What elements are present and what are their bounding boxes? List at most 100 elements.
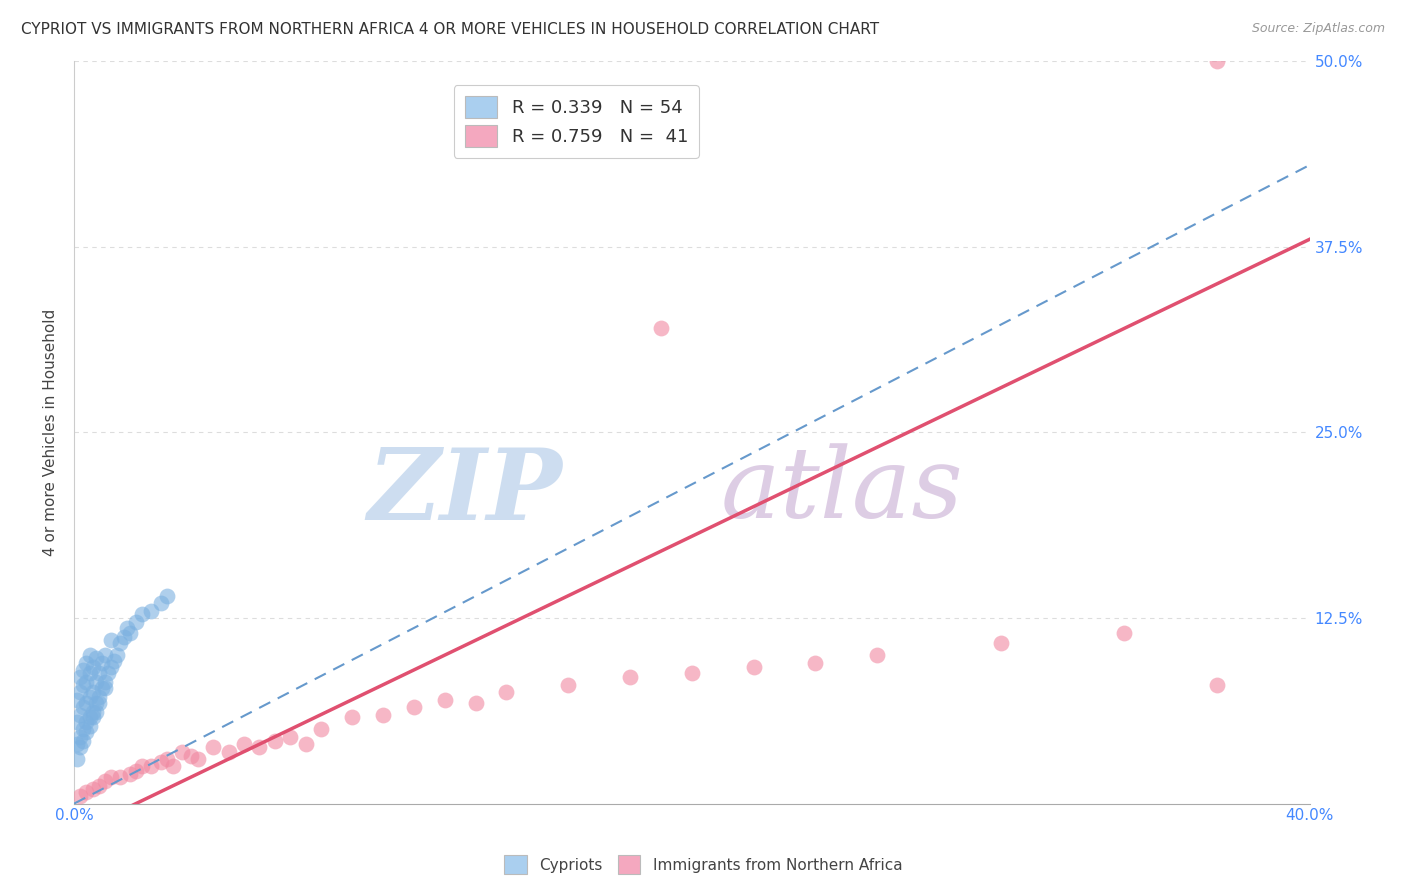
Point	[79, 665, 101, 680]
Legend: Cypriots, Immigrants from Northern Africa: Cypriots, Immigrants from Northern Afric…	[498, 849, 908, 880]
Point	[66, 714, 89, 729]
Point	[82, 705, 104, 719]
Point	[156, 752, 179, 766]
Point	[84, 705, 107, 719]
Point	[97, 665, 120, 680]
Point	[1205, 678, 1227, 692]
Point	[1205, 54, 1227, 69]
Point	[87, 779, 110, 793]
Point	[156, 589, 179, 603]
Point	[87, 665, 110, 680]
Point	[103, 654, 125, 668]
Point	[141, 604, 163, 618]
Point	[115, 621, 138, 635]
Point	[79, 710, 101, 724]
Point	[247, 740, 270, 755]
Point	[69, 670, 91, 684]
Point	[263, 734, 285, 748]
Y-axis label: 4 or more Vehicles in Household: 4 or more Vehicles in Household	[44, 309, 58, 556]
Point	[69, 740, 91, 755]
Point	[94, 774, 117, 789]
Point	[69, 730, 91, 744]
Text: Source: ZipAtlas.com: Source: ZipAtlas.com	[1251, 22, 1385, 36]
Legend: R = 0.339   N = 54, R = 0.759   N =  41: R = 0.339 N = 54, R = 0.759 N = 41	[454, 85, 699, 158]
Point	[72, 700, 94, 714]
Point	[82, 685, 104, 699]
Point	[162, 759, 184, 773]
Point	[84, 696, 107, 710]
Point	[433, 692, 456, 706]
Point	[294, 737, 316, 751]
Point	[110, 636, 132, 650]
Point	[202, 740, 225, 755]
Point	[82, 781, 104, 796]
Point	[87, 696, 110, 710]
Point	[69, 707, 91, 722]
Point	[742, 660, 765, 674]
Point	[804, 656, 827, 670]
Point	[82, 660, 104, 674]
Point	[233, 737, 256, 751]
Point	[557, 678, 579, 692]
Point	[75, 696, 97, 710]
Point	[149, 596, 172, 610]
Point	[990, 636, 1012, 650]
Point	[87, 690, 110, 704]
Point	[112, 630, 135, 644]
Point	[94, 648, 117, 662]
Point	[69, 685, 91, 699]
Point	[75, 725, 97, 739]
Point	[340, 710, 363, 724]
Point	[94, 681, 117, 695]
Point	[187, 752, 209, 766]
Text: CYPRIOT VS IMMIGRANTS FROM NORTHERN AFRICA 4 OR MORE VEHICLES IN HOUSEHOLD CORRE: CYPRIOT VS IMMIGRANTS FROM NORTHERN AFRI…	[21, 22, 879, 37]
Point	[69, 789, 91, 804]
Point	[278, 730, 301, 744]
Point	[72, 734, 94, 748]
Point	[110, 770, 132, 784]
Point	[118, 767, 141, 781]
Point	[619, 670, 641, 684]
Point	[94, 674, 117, 689]
Point	[866, 648, 889, 662]
Point	[75, 714, 97, 729]
Point	[66, 692, 89, 706]
Point	[402, 700, 425, 714]
Point	[72, 663, 94, 677]
Text: ZIP: ZIP	[367, 443, 562, 540]
Point	[131, 607, 153, 621]
Point	[100, 660, 122, 674]
Point	[79, 690, 101, 704]
Point	[105, 648, 128, 662]
Point	[1114, 625, 1136, 640]
Point	[90, 656, 112, 670]
Point	[371, 707, 394, 722]
Point	[309, 723, 332, 737]
Point	[125, 615, 148, 630]
Point	[218, 745, 240, 759]
Point	[464, 696, 486, 710]
Point	[180, 749, 202, 764]
Point	[75, 785, 97, 799]
Point	[100, 770, 122, 784]
Point	[172, 745, 194, 759]
Text: atlas: atlas	[721, 443, 963, 539]
Point	[82, 710, 104, 724]
Point	[66, 752, 89, 766]
Point	[79, 648, 101, 662]
Point	[84, 674, 107, 689]
Point	[79, 719, 101, 733]
Point	[66, 737, 89, 751]
Point	[100, 633, 122, 648]
Point	[681, 665, 703, 680]
Point	[149, 755, 172, 769]
Point	[118, 625, 141, 640]
Point	[90, 681, 112, 695]
Point	[125, 764, 148, 778]
Point	[75, 656, 97, 670]
Point	[131, 759, 153, 773]
Point	[650, 321, 672, 335]
Point	[72, 678, 94, 692]
Point	[75, 674, 97, 689]
Point	[84, 651, 107, 665]
